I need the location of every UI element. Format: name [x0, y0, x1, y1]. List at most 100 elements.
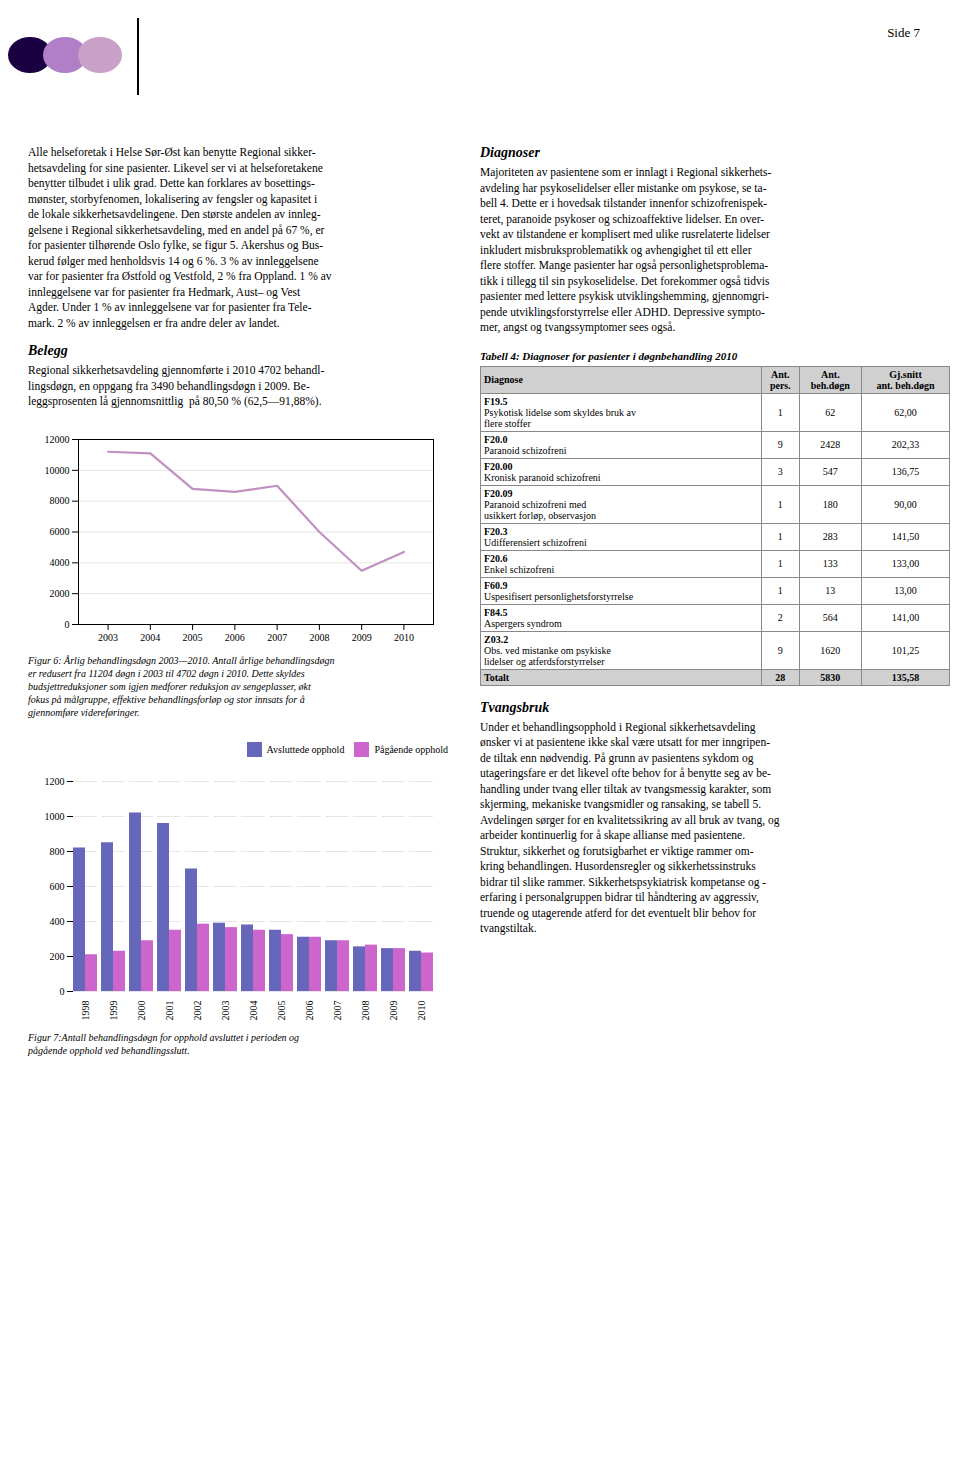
svg-text:2008: 2008: [309, 631, 329, 642]
svg-text:1000: 1000: [45, 810, 65, 821]
html-text:budsjettreduksjoner som igjen: budsjettreduksjoner som igjen medforer r…: [28, 680, 311, 692]
html-text:Diagnoser: Diagnoser: [480, 145, 540, 160]
html-text:de tiltak enn nødvendig. På gr: de tiltak enn nødvendig. På grunn av pas…: [480, 751, 754, 764]
svg-text:2010: 2010: [394, 631, 414, 642]
svg-text:2002: 2002: [192, 1000, 203, 1020]
svg-text:2000: 2000: [136, 1000, 147, 1020]
html-text:Paranoid schizofreni: Paranoid schizofreni: [484, 444, 567, 456]
html-text:hetsavdeling for sine pasiente: hetsavdeling for sine pasienter. Likevel…: [28, 161, 323, 174]
html-text:de lokale sikkerhetsavdelingen: de lokale sikkerhetsavdelingene. Den stø…: [28, 208, 321, 220]
html-text:kerud følger med henholdsvis 1: kerud følger med henholdsvis 14 og 6 %. …: [28, 254, 319, 267]
svg-text:2003: 2003: [220, 1000, 231, 1020]
svg-text:4000: 4000: [50, 557, 70, 568]
html-text:for pasienter tilhørende Oslo: for pasienter tilhørende Oslo fylke, se …: [28, 239, 324, 251]
html-text:tikk i tillegg til sin psykose: tikk i tillegg til sin psykoselidelse. D…: [480, 274, 770, 287]
html-text:Gj.snitt ant. beh.døgn: Gj.snitt ant. beh.døgn: [876, 368, 935, 391]
svg-text:8000: 8000: [50, 495, 70, 506]
html-text:F20.09: F20.09: [484, 487, 513, 499]
html-text:Avsluttede opphold: Avsluttede opphold: [266, 743, 345, 755]
svg-text:2007: 2007: [332, 1000, 343, 1020]
html-text:Psykotisk lidelse som skyldes: Psykotisk lidelse som skyldes bruk av: [484, 406, 636, 418]
svg-text:2009: 2009: [388, 1000, 399, 1020]
html-text:90,00: 90,00: [894, 498, 917, 510]
html-text:fokus på målgruppe, effektive: fokus på målgruppe, effektive behandling…: [28, 693, 305, 705]
html-text:var for pasienter fra Østfold: var for pasienter fra Østfold og Vestfol…: [28, 270, 332, 282]
html-text:Struktur, sikkerhet og forutsi: Struktur, sikkerhet og forutsigbarhet er…: [480, 844, 754, 857]
html-text:er redusert fra 11204 døgn i 2: er redusert fra 11204 døgn i 2003 til 47…: [28, 667, 305, 679]
html-text:usikkert forløp, observasjon: usikkert forløp, observasjon: [484, 509, 596, 521]
svg-text:2005: 2005: [183, 631, 203, 642]
html-text:F20.3: F20.3: [484, 525, 508, 537]
html-text:Majoriteten av pasientene som: Majoriteten av pasientene som er innlagt…: [480, 166, 772, 178]
svg-text:2007: 2007: [267, 631, 287, 642]
svg-text:2006: 2006: [225, 631, 245, 642]
html-text:truende og utagerende atferd f: truende og utagerende atferd for det eve…: [480, 906, 757, 919]
html-text:pasienter med lettere psykisk: pasienter med lettere psykisk utviklings…: [480, 290, 769, 302]
svg-text:2010: 2010: [416, 1000, 427, 1020]
html-text:mer, angst og tvangssymptomer: mer, angst og tvangssymptomer sees også.: [480, 321, 676, 333]
svg-text:2004: 2004: [248, 1000, 259, 1020]
html-text:mønster, storbyfenomen, lokali: mønster, storbyfenomen, lokalisering av …: [28, 192, 318, 205]
html-text:Regional sikkerhetsavdeling gj: Regional sikkerhetsavdeling gjennomførte…: [28, 364, 325, 376]
svg-text:2006: 2006: [304, 1000, 315, 1020]
html-text:Paranoid schizofreni med: Paranoid schizofreni med: [484, 498, 587, 510]
svg-text:2008: 2008: [360, 1000, 371, 1020]
html-text:180: 180: [822, 498, 838, 510]
html-text:Ant. beh.døgn: Ant. beh.døgn: [810, 368, 850, 391]
html-text:Alle helseforetak i Helse Sør-: Alle helseforetak i Helse Sør-Øst kan be…: [28, 146, 316, 158]
svg-text:2004: 2004: [140, 631, 160, 642]
html-text:Tabell 4: Diagnoser for pasien: Tabell 4: Diagnoser for pasienter i døgn…: [480, 349, 738, 362]
svg-text:1998: 1998: [80, 1000, 91, 1020]
svg-text:2003: 2003: [98, 631, 118, 642]
svg-text:200: 200: [50, 950, 65, 961]
html-text:mark. 2 % av innleggelsen er f: mark. 2 % av innleggelsen er fra andre d…: [28, 316, 280, 329]
html-text:Figur 7:Antall behandlingsdøgn: Figur 7:Antall behandlingsdøgn for oppho…: [28, 1031, 300, 1043]
html-text:lingsdøgn, en oppgang fra 3490: lingsdøgn, en oppgang fra 3490 behandlin…: [28, 379, 310, 392]
html-text:pågående opphold ved behandlin: pågående opphold ved behandlingsslutt.: [28, 1044, 190, 1056]
html-text:Avdelingen sørger for en kvali: Avdelingen sørger for en kvalitetssikrin…: [480, 813, 780, 826]
svg-text:800: 800: [50, 845, 65, 856]
html-text:Agder. Under 1 % av innleggels: Agder. Under 1 % av innleggelsene var fo…: [28, 301, 312, 313]
html-text:Side 7: Side 7: [887, 25, 920, 40]
html-text:F19.5: F19.5: [484, 395, 508, 407]
html-text:Udifferensiert schizofreni: Udifferensiert schizofreni: [484, 536, 587, 548]
html-text:Kronisk paranoid schizofreni: Kronisk paranoid schizofreni: [484, 471, 601, 483]
html-text:Pågående opphold: Pågående opphold: [374, 743, 448, 755]
svg-text:2005: 2005: [276, 1000, 287, 1020]
svg-text:1999: 1999: [108, 1000, 119, 1020]
html-text:flere stoffer. Mange pasienter: flere stoffer. Mange pasienter har også …: [480, 259, 769, 271]
html-text:gelsene i Regional sikkerhetsa: gelsene i Regional sikkerhetsavdeling, m…: [28, 223, 325, 236]
svg-text:400: 400: [50, 915, 65, 926]
svg-text:12000: 12000: [45, 433, 70, 444]
html-text:Ant. pers.: Ant. pers.: [769, 368, 791, 391]
html-text:innleggelsene var for pasiente: innleggelsene var for pasienter fra Hedm…: [28, 285, 301, 298]
html-text:Belegg: Belegg: [28, 343, 68, 358]
html-text:inkludert misbruksproblematikk: inkludert misbruksproblematikk og avheng…: [480, 243, 752, 256]
html-text:F20.00: F20.00: [484, 460, 513, 472]
html-text:leggsprosenten lå gjennomsnitt: leggsprosenten lå gjennomsnittlig på 80,…: [28, 395, 322, 407]
html-text:gjennomføre videreføringer.: gjennomføre videreføringer.: [28, 706, 140, 718]
html-text:vekt av tilstandene er komplis: vekt av tilstandene er komplisert med ul…: [480, 228, 770, 240]
html-text:Figur 6: Årlig behandlingsdøgn: Figur 6: Årlig behandlingsdøgn 2003—2010…: [28, 654, 335, 666]
svg-text:2001: 2001: [164, 1000, 175, 1020]
html-text:flere stoffer: flere stoffer: [484, 417, 531, 429]
svg-text:1200: 1200: [45, 775, 65, 786]
html-text:pende utviklingsforstyrrelse e: pende utviklingsforstyrrelse eller ADHD.…: [480, 305, 765, 318]
html-text:handling under tvang eller til: handling under tvang eller tiltak av tva…: [480, 782, 772, 795]
svg-text:0: 0: [65, 618, 70, 629]
svg-text:600: 600: [50, 880, 65, 891]
svg-text:10000: 10000: [45, 464, 70, 475]
html-text:Under et behandlingsopphold i: Under et behandlingsopphold i Regional s…: [480, 720, 756, 733]
html-text:62,00: 62,00: [894, 406, 917, 418]
svg-text:2009: 2009: [352, 631, 372, 642]
svg-text:0: 0: [60, 985, 65, 996]
svg-text:6000: 6000: [50, 526, 70, 537]
html-text:bell 4. Dette er i hovedsak ti: bell 4. Dette er i hovedsak tilstander i…: [480, 197, 768, 209]
html-text:Tvangsbruk: Tvangsbruk: [480, 699, 550, 715]
html-text:bidrar til slike rammer. Sikke: bidrar til slike rammer. Sikkerhetspsyki…: [480, 875, 767, 888]
html-text:benytter tilbudet i ulik grad.: benytter tilbudet i ulik grad. Dette kan…: [28, 177, 315, 189]
html-text:avdeling har psykoselidelser e: avdeling har psykoselidelser eller mista…: [480, 181, 767, 194]
html-text:F20.0: F20.0: [484, 433, 508, 445]
html-text:teret, paranoide psykoser og s: teret, paranoide psykoser og schizoaffek…: [480, 212, 765, 225]
svg-text:2000: 2000: [50, 587, 70, 598]
